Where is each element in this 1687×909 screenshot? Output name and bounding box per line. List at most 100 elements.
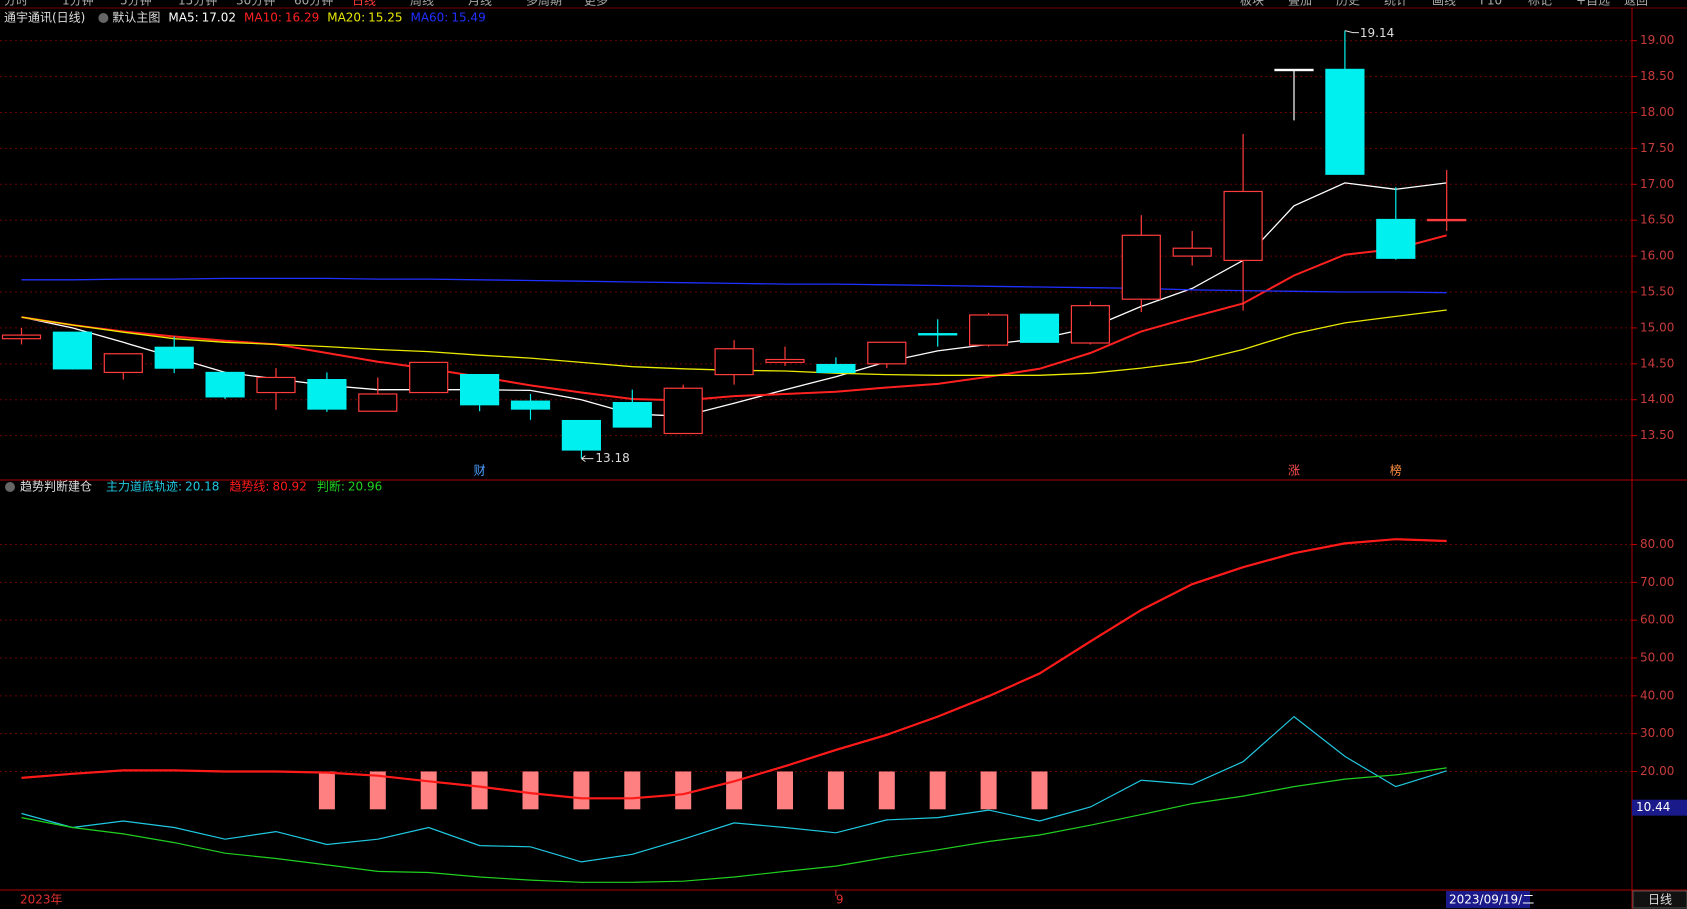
legend-name: 判断: [317,479,345,494]
menu-tab[interactable]: 多周期 [526,0,562,8]
menu-tab[interactable]: 60分钟 [294,0,333,8]
min-arrow [581,455,594,463]
candle-body [205,371,245,398]
cursor-value-label: 10.44 [1636,800,1670,814]
menu-icon[interactable] [5,482,15,492]
candle-body [358,393,398,412]
toolbar-button[interactable]: 标记 [1528,0,1552,8]
cursor-value-box [1632,799,1687,816]
y-tick-label: 50.00 [1640,651,1674,665]
toolbar-button[interactable]: 画线 [1432,0,1456,8]
menu-tab[interactable]: 日线 [352,0,376,8]
signal-bar [1031,771,1048,810]
candle-body [968,314,1009,346]
y-tick-label: 14.00 [1640,392,1674,406]
candle-body [816,363,856,374]
y-tick-label: 15.00 [1640,320,1674,334]
legend-value: 15.49 [451,11,485,25]
panel-title: 趋势判断建仓 [20,479,92,494]
x-tick-label: 2023年 [20,893,63,907]
toolbar-button[interactable]: 返回 [1624,0,1648,8]
signal-bar [573,771,590,810]
legend-value: 20.96 [348,480,382,494]
toolbar-button[interactable]: 历史 [1336,0,1360,8]
menu-tab[interactable]: 30分钟 [236,0,275,8]
y-tick-label: 17.00 [1640,177,1674,191]
legend-name: 主力道底轨迹: [106,479,182,494]
toolbar-button[interactable]: 叠加 [1288,0,1312,8]
signal-bar [878,771,895,810]
y-tick-label: 30.00 [1640,726,1674,740]
y-tick-label: 80.00 [1640,537,1674,551]
legend-value: 15.25 [368,11,402,25]
signal-bar [318,771,335,810]
y-tick-label: 15.50 [1640,285,1674,299]
menu-tab[interactable]: 分时 [4,0,28,8]
candle-body [612,401,652,428]
candle-body [1274,68,1314,72]
y-tick-label: 19.00 [1640,33,1674,47]
y-tick-label: 13.50 [1640,428,1674,442]
signal-bar [471,771,488,810]
menu-tab[interactable]: 月线 [468,0,492,8]
signal-bar [369,771,386,810]
chart-title: 通宇通讯(日线) [4,11,85,25]
legend-name: 趋势线: [229,480,269,494]
toolbar-button[interactable]: +自选 [1576,0,1610,8]
event-marker[interactable]: 涨 [1288,463,1300,478]
candle-body [460,373,500,406]
candle-body [867,341,907,365]
menu-tab[interactable]: 5分钟 [120,0,152,8]
legend-name: MA60: [410,11,448,25]
event-marker[interactable]: 财 [474,464,486,478]
candle-body [52,331,93,370]
signal-bar [726,771,743,810]
indicator-line [21,538,1447,800]
cursor-date-box [1446,891,1530,908]
toolbar-button[interactable]: 板块 [1240,0,1264,8]
candle-body [1172,247,1212,257]
toolbar-button[interactable]: 统计 [1384,0,1408,8]
chart-subtitle: 默认主图 [112,10,160,25]
toolbar-button[interactable]: F10 [1480,0,1502,8]
max-arrow [1344,30,1359,34]
period-label[interactable]: 日线 [1648,893,1672,907]
signal-bar [827,771,844,810]
x-tick-label: 2023/09/19/二 [1449,893,1534,907]
candle-body [256,376,296,394]
candle-body [1019,313,1060,343]
legend-name: MA10: [244,11,282,25]
period-box[interactable] [1632,890,1687,909]
indicator-line [21,277,1447,294]
menu-icon[interactable] [98,13,109,23]
legend-value: 16.29 [285,11,319,25]
candle-body [1427,218,1467,222]
event-marker[interactable]: 榜 [1390,463,1402,478]
y-tick-label: 20.00 [1640,764,1674,778]
signal-bar [980,771,997,810]
legend-value: 17.02 [202,11,236,25]
candle-body [154,346,194,369]
menu-tab[interactable]: 更多 [584,0,608,8]
legend-value: 20.18 [185,480,219,494]
legend-name: MA20: [327,11,365,25]
indicator-line [21,715,1447,863]
signal-bar [522,771,539,810]
y-tick-label: 60.00 [1640,613,1674,627]
y-tick-label: 18.50 [1640,69,1674,83]
candle-body [765,358,805,363]
min-label: 13.18 [595,451,629,465]
menu-tab[interactable]: 1分钟 [62,0,94,8]
candle-body [1325,68,1365,175]
candle-body [1223,190,1263,262]
candle-body [561,419,602,451]
candle-body [409,361,449,394]
candle-body [510,400,551,410]
menu-tab[interactable]: 周线 [410,0,434,8]
menu-tab[interactable]: 15分钟 [178,0,217,8]
y-tick-label: 17.50 [1640,141,1674,155]
signal-bar [624,771,641,810]
